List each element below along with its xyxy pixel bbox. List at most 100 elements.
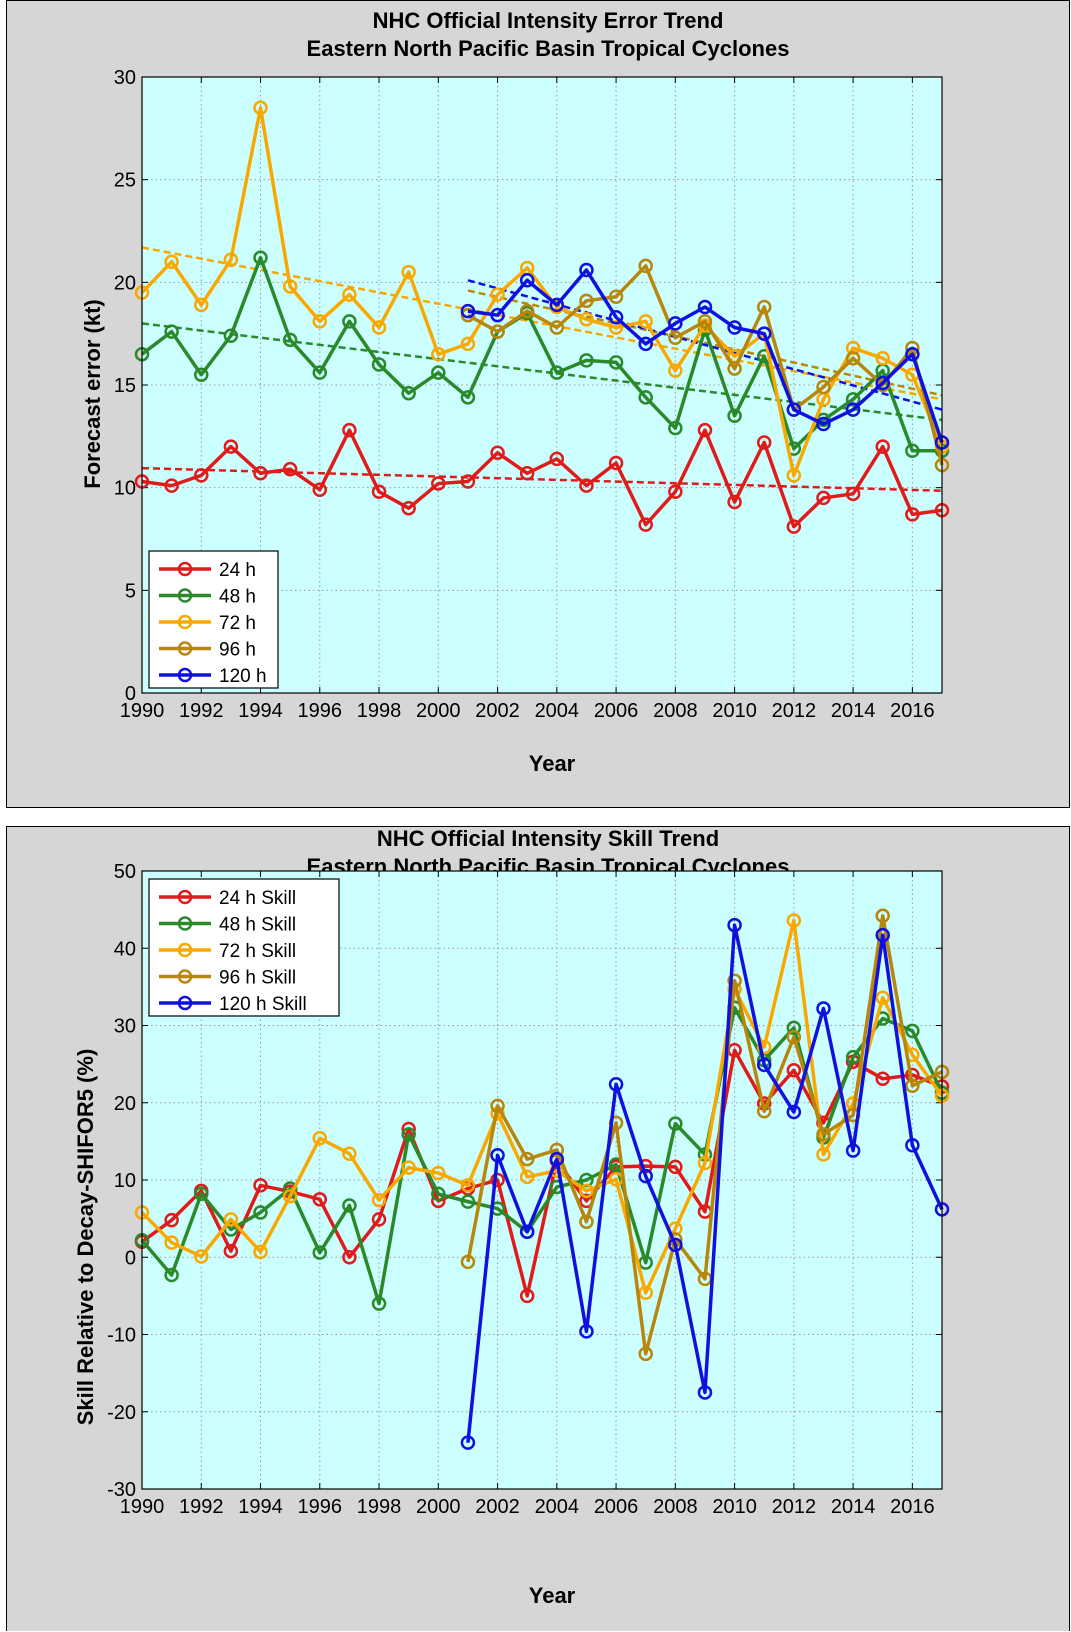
data-point: [875, 375, 890, 391]
data-point: [401, 1127, 416, 1142]
data-point: [668, 363, 683, 378]
data-point: [401, 385, 416, 401]
data-point: [460, 1178, 476, 1193]
series-line: [140, 1048, 943, 1298]
data-point: [816, 1147, 831, 1162]
data-point: [638, 390, 653, 405]
data-point: [490, 1172, 505, 1188]
data-point: [312, 314, 328, 329]
data-point: [519, 303, 535, 319]
data-point: [519, 1288, 535, 1304]
data-point: [342, 422, 357, 438]
data-point: [194, 1186, 209, 1202]
x-tick-label: 1998: [357, 1496, 402, 1518]
x-tick-label: 1994: [238, 700, 283, 722]
data-point: [668, 330, 683, 346]
legend-label: 72 h: [219, 613, 256, 634]
data-point: [875, 351, 890, 366]
data-point: [519, 466, 535, 481]
data-point: [816, 1127, 831, 1142]
data-point: [490, 1098, 505, 1114]
legend-label: 72 h Skill: [219, 941, 296, 962]
data-point: [905, 1078, 920, 1094]
legend-label: 120 h Skill: [219, 994, 307, 1015]
y-tick-label: 10: [114, 478, 136, 500]
data-point: [816, 379, 831, 395]
data-point: [756, 326, 772, 341]
x-tick-label: 1996: [298, 700, 343, 722]
data-point: [697, 422, 713, 438]
data-point: [638, 517, 653, 532]
legend-marker: [177, 942, 193, 958]
legend-marker: [177, 969, 193, 984]
chart-title: NHC Official Intensity Skill Trend: [377, 827, 719, 851]
x-tick-label: 2014: [831, 700, 876, 722]
x-tick-label: 1992: [179, 1496, 224, 1518]
data-point: [549, 320, 565, 335]
data-point: [342, 1146, 357, 1161]
series-line: [141, 428, 943, 529]
data-point: [253, 1244, 268, 1260]
data-point: [608, 289, 624, 304]
x-tick-label: 2006: [594, 1496, 639, 1518]
legend-marker: [177, 561, 193, 577]
legend-label: 48 h Skill: [219, 915, 296, 936]
data-point: [164, 324, 179, 339]
data-point: [638, 336, 653, 352]
x-tick-label: 2010: [712, 700, 757, 722]
y-tick-label: 0: [125, 683, 136, 705]
legend-label: 24 h Skill: [219, 888, 296, 909]
data-point: [549, 297, 565, 313]
data-point: [282, 461, 298, 477]
data-point: [727, 408, 742, 424]
data-point: [786, 402, 802, 417]
data-point: [579, 293, 594, 309]
x-tick-label: 2008: [653, 700, 698, 722]
x-tick-label: 2004: [535, 1496, 580, 1518]
data-point: [490, 307, 505, 323]
data-point: [697, 299, 713, 315]
data-point: [816, 1001, 831, 1016]
legend-marker: [177, 889, 193, 905]
data-point: [608, 455, 624, 471]
data-point: [490, 445, 505, 461]
data-point: [460, 336, 476, 352]
data-point: [519, 1151, 535, 1167]
x-tick-label: 2000: [416, 1496, 461, 1518]
x-tick-label: 2014: [831, 1496, 876, 1518]
data-point: [460, 1435, 476, 1450]
data-point: [816, 490, 831, 506]
data-point: [786, 1029, 802, 1045]
data-point: [194, 468, 209, 483]
data-point: [223, 328, 239, 343]
series-72-h-Skill: [134, 913, 950, 1301]
data-point: [905, 443, 920, 458]
data-point: [905, 346, 920, 362]
data-point: [756, 435, 772, 450]
data-point: [727, 361, 742, 376]
legend-label: 24 h: [219, 560, 256, 581]
data-point: [786, 913, 802, 928]
data-point: [371, 320, 387, 335]
legend-box: [148, 550, 279, 689]
data-point: [727, 973, 742, 988]
data-point: [786, 519, 802, 534]
data-point: [786, 1063, 802, 1078]
data-point: [786, 1020, 802, 1036]
y-tick-label: -10: [107, 1325, 136, 1347]
data-point: [342, 314, 357, 329]
data-point: [697, 314, 713, 329]
data-point: [460, 303, 476, 319]
data-point: [579, 1324, 594, 1339]
y-tick-label: 20: [114, 272, 136, 294]
data-point: [875, 908, 890, 924]
data-point: [371, 357, 387, 372]
series-line: [466, 914, 943, 1356]
y-tick-label: 40: [114, 938, 136, 960]
data-point: [727, 917, 742, 933]
series-line: [140, 918, 944, 1295]
data-point: [312, 1131, 328, 1146]
data-point: [786, 1104, 802, 1120]
y-axis-label: Skill Relative to Decay-SHIFOR5 (%): [73, 1049, 98, 1426]
data-point: [549, 1142, 565, 1158]
